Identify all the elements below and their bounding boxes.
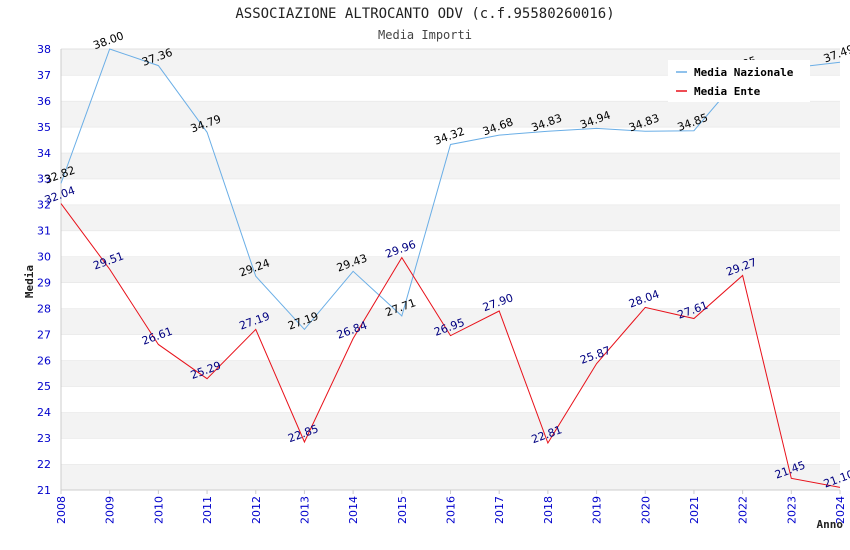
x-tick-label: 2009: [104, 496, 117, 524]
y-tick-label: 34: [37, 147, 51, 160]
grid-band: [61, 464, 840, 490]
grid-band: [61, 230, 840, 257]
y-tick-label: 27: [37, 328, 51, 341]
x-tick-label: 2019: [591, 496, 604, 524]
x-tick-label: 2022: [737, 496, 750, 524]
grid-band: [61, 256, 840, 283]
y-tick-label: 37: [37, 69, 51, 82]
grid-band: [61, 282, 840, 309]
legend-entry-label: Media Ente: [694, 85, 761, 98]
legend-box: [668, 60, 810, 102]
y-tick-label: 38: [37, 43, 51, 56]
legend: Media Nazionale Media Ente: [668, 60, 810, 102]
y-tick-label: 21: [37, 484, 51, 497]
x-tick-label: 2015: [396, 496, 409, 524]
x-tick-label: 2018: [542, 496, 555, 524]
x-tick-label: 2008: [55, 496, 68, 524]
y-tick-label: 25: [37, 380, 51, 393]
x-tick-label: 2024: [834, 496, 847, 524]
x-tick-label: 2010: [152, 496, 165, 524]
y-tick-label: 29: [37, 276, 51, 289]
y-tick-label: 30: [37, 251, 51, 264]
chart-subtitle: Media Importi: [378, 28, 472, 42]
y-tick-label: 24: [37, 406, 51, 419]
grid-band: [61, 334, 840, 361]
grid-band: [61, 360, 840, 387]
chart-title: ASSOCIAZIONE ALTROCANTO ODV (c.f.9558026…: [235, 6, 614, 22]
x-tick-label: 2017: [493, 496, 506, 524]
x-axis-ticks: 2008 2009 2010 2011 2012 2013 2014 2015 2016 2017…: [55, 490, 847, 524]
grid-band: [61, 126, 840, 153]
x-tick-label: 2020: [639, 496, 652, 524]
y-tick-label: 23: [37, 432, 51, 445]
x-tick-label: 2012: [250, 496, 263, 524]
grid-bands: [61, 48, 840, 490]
grid-band: [61, 204, 840, 231]
y-tick-label: 36: [37, 95, 51, 108]
x-axis-label: Anno: [817, 518, 844, 531]
grid-band: [61, 438, 840, 465]
y-tick-label: 22: [37, 458, 51, 471]
y-tick-label: 26: [37, 354, 51, 367]
y-axis-label: Media: [23, 265, 36, 298]
x-tick-label: 2016: [445, 496, 458, 524]
grid-band: [61, 178, 840, 205]
legend-entry-label: Media Nazionale: [694, 66, 794, 79]
y-tick-label: 33: [37, 173, 51, 186]
series-layer: [60, 48, 841, 488]
x-tick-label: 2023: [785, 496, 798, 524]
x-tick-label: 2013: [298, 496, 311, 524]
y-axis-ticks: 21 22 23 24 25 26 27 28 29 30 31 32 33 34 35 36 37 38: [37, 43, 51, 497]
grid-band: [61, 152, 840, 179]
series-line-media-ente: [60, 203, 841, 488]
y-tick-label: 28: [37, 302, 51, 315]
x-tick-label: 2014: [347, 496, 360, 524]
grid-band: [61, 100, 840, 127]
x-tick-label: 2011: [201, 496, 214, 524]
grid-band: [61, 412, 840, 439]
grid-band: [61, 386, 840, 413]
y-tick-label: 32: [37, 199, 51, 212]
x-tick-label: 2021: [688, 496, 701, 524]
grid-band: [61, 308, 840, 335]
y-tick-label: 31: [37, 225, 51, 238]
y-tick-label: 35: [37, 121, 51, 134]
series-line-media-nazionale: [60, 48, 841, 331]
